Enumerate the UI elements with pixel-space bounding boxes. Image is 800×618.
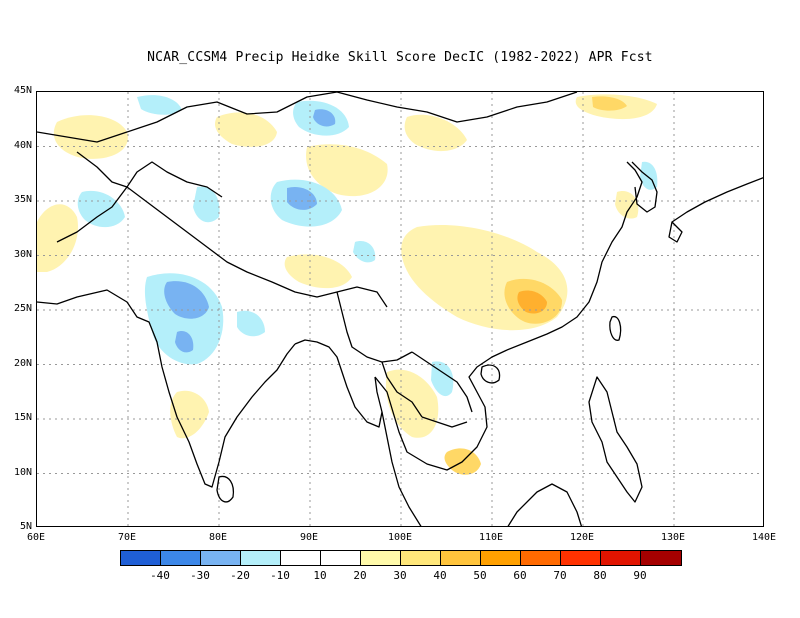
lat-label: 5N (19, 521, 32, 532)
coastline-bengal (294, 339, 383, 428)
colorbar-swatch (481, 551, 521, 565)
lon-label: 80E (208, 532, 228, 543)
lon-label: 120E (569, 532, 595, 543)
coastline-south-china (506, 161, 643, 351)
border-thailand (381, 361, 423, 418)
lon-label: 100E (387, 532, 413, 543)
skill-patch-positive (170, 390, 209, 439)
skill-patch-negative (193, 186, 220, 223)
lat-label: 35N (13, 194, 32, 205)
border-central-asia (76, 151, 223, 198)
border-laos-vietnam (411, 351, 473, 413)
border-myanmar (336, 291, 413, 363)
colorbar-swatch (641, 551, 681, 565)
skill-patch-negative (137, 95, 182, 115)
lat-label: 15N (13, 412, 32, 423)
coastline-japan (671, 177, 763, 223)
coastline-india (37, 289, 296, 488)
colorbar-label: 60 (513, 569, 527, 582)
border-cambodia (421, 416, 468, 428)
colorbar-label: 70 (553, 569, 567, 582)
lat-label: 40N (13, 140, 32, 151)
colorbar-swatch (201, 551, 241, 565)
skill-map (37, 92, 763, 526)
colorbar-label: 80 (593, 569, 607, 582)
colorbar-swatch (241, 551, 281, 565)
skill-patch-positive (53, 115, 128, 159)
coastline-sri-lanka (216, 475, 235, 503)
coastline-japan-south (668, 221, 683, 243)
colorbar-label: 50 (473, 569, 487, 582)
colorbar (120, 550, 682, 566)
skill-patch-positive (385, 369, 439, 438)
border-pakistan (56, 186, 128, 243)
colorbar-label: 90 (633, 569, 647, 582)
colorbar-swatch (161, 551, 201, 565)
colorbar-swatch (121, 551, 161, 565)
coastline-indochina (374, 349, 508, 471)
colorbar-label: -10 (270, 569, 290, 582)
colorbar-label: 40 (433, 569, 447, 582)
skill-patch-positive (37, 204, 78, 272)
colorbar-label: 10 (313, 569, 327, 582)
colorbar-swatch (561, 551, 601, 565)
coastline-philippines (588, 376, 643, 503)
map-gridlines (37, 92, 763, 526)
skill-patch-negative (164, 281, 209, 319)
skill-shading (37, 94, 657, 475)
colorbar-swatch (601, 551, 641, 565)
skill-patch-positive (306, 144, 388, 197)
skill-patch-negative (287, 186, 317, 210)
colorbar-swatch (281, 551, 321, 565)
lat-label: 45N (13, 85, 32, 96)
coastline-borneo (507, 483, 583, 526)
skill-patch-negative (313, 109, 336, 127)
lat-label: 30N (13, 249, 32, 260)
coastlines (37, 92, 763, 526)
skill-patch-positive (404, 114, 467, 152)
coastline-malay (381, 411, 422, 526)
map-title: NCAR_CCSM4 Precip Heidke Skill Score Dec… (147, 50, 653, 65)
skill-patch-negative (77, 190, 125, 228)
skill-patch-negative (431, 361, 454, 397)
map-frame (36, 91, 764, 527)
colorbar-label: -20 (230, 569, 250, 582)
lon-label: 130E (660, 532, 686, 543)
skill-patch-positive (214, 112, 277, 147)
colorbar-swatch (521, 551, 561, 565)
colorbar-label: -30 (190, 569, 210, 582)
colorbar-swatch (401, 551, 441, 565)
lat-label: 25N (13, 303, 32, 314)
colorbar-label: 30 (393, 569, 407, 582)
colorbar-swatch (361, 551, 401, 565)
skill-patch-positive (615, 191, 639, 219)
skill-patch-positive (592, 96, 627, 111)
lon-label: 140E (751, 532, 777, 543)
coastline-taiwan (609, 315, 622, 341)
skill-patch-positive (517, 290, 547, 314)
colorbar-label: 20 (353, 569, 367, 582)
skill-patch-negative (353, 241, 376, 263)
border-himalaya (126, 186, 388, 308)
coastline-korea (631, 161, 658, 213)
lon-label: 60E (26, 532, 46, 543)
skill-patch-positive (284, 254, 352, 289)
border-mongolia (336, 92, 578, 123)
colorbar-swatch (321, 551, 361, 565)
coastline-hainan (480, 364, 501, 384)
lat-label: 20N (13, 358, 32, 369)
skill-shading-negative (77, 95, 658, 397)
lon-label: 70E (117, 532, 137, 543)
colorbar-swatch (441, 551, 481, 565)
lon-label: 90E (299, 532, 319, 543)
lat-label: 10N (13, 467, 32, 478)
border-china-north (37, 92, 338, 143)
lon-label: 110E (478, 532, 504, 543)
skill-patch-negative (237, 310, 265, 337)
skill-patch-negative (175, 331, 194, 353)
colorbar-label: -40 (150, 569, 170, 582)
